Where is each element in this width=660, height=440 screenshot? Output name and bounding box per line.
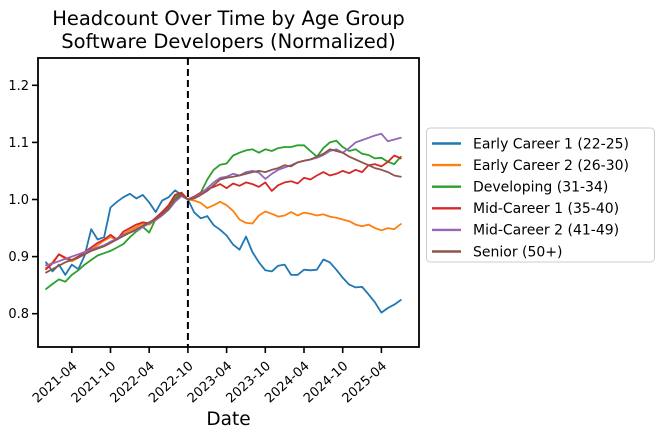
y-tick-label: 1.0 (8, 193, 29, 208)
series-line-mid-career-1-35-40 (45, 154, 402, 271)
series-line-developing-31-34 (45, 139, 402, 291)
y-tick-label: 1.1 (8, 136, 29, 151)
axes-layer: 0.80.91.01.11.22021-042021-102022-042022… (8, 57, 420, 406)
series-line-early-career-2-26-30 (45, 192, 402, 269)
legend: Early Career 1 (22-25) Early Career 2 (26… (426, 127, 655, 263)
legend-label: Developing (31-34) (473, 180, 608, 196)
legend-label: Mid-Career 1 (35-40) (473, 201, 619, 217)
chart-title: Headcount Over Time by Age Group (52, 7, 405, 30)
y-tick-label: 0.9 (8, 250, 29, 265)
series-line-early-career-1-22-25 (45, 189, 402, 314)
y-tick-label: 0.8 (8, 307, 29, 322)
series-line-senior-50 (45, 148, 402, 274)
chart-subtitle: Software Developers (Normalized) (61, 30, 396, 53)
legend-label: Mid-Career 2 (41-49) (473, 223, 619, 239)
x-axis-label: Date (206, 409, 250, 430)
legend-label: Early Career 2 (26-30) (473, 158, 629, 174)
series-line-mid-career-2-41-49 (45, 132, 402, 267)
plot-frame (37, 57, 420, 348)
series-layer (45, 132, 402, 314)
legend-label: Early Career 1 (22-25) (473, 136, 629, 152)
legend-label: Senior (50+) (473, 244, 563, 260)
legend-box (426, 127, 655, 263)
y-tick-label: 1.2 (8, 79, 29, 94)
